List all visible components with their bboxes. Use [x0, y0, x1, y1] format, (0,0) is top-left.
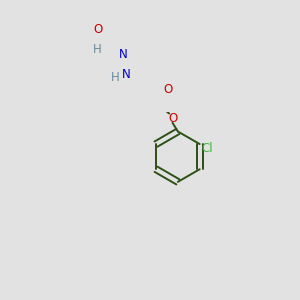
Text: O: O [168, 112, 177, 125]
Text: H: H [93, 43, 102, 56]
Text: O: O [163, 82, 172, 95]
Text: H: H [111, 70, 120, 84]
Text: Cl: Cl [202, 142, 213, 155]
Text: N: N [118, 48, 127, 61]
Text: N: N [122, 68, 130, 81]
Text: O: O [94, 23, 103, 36]
